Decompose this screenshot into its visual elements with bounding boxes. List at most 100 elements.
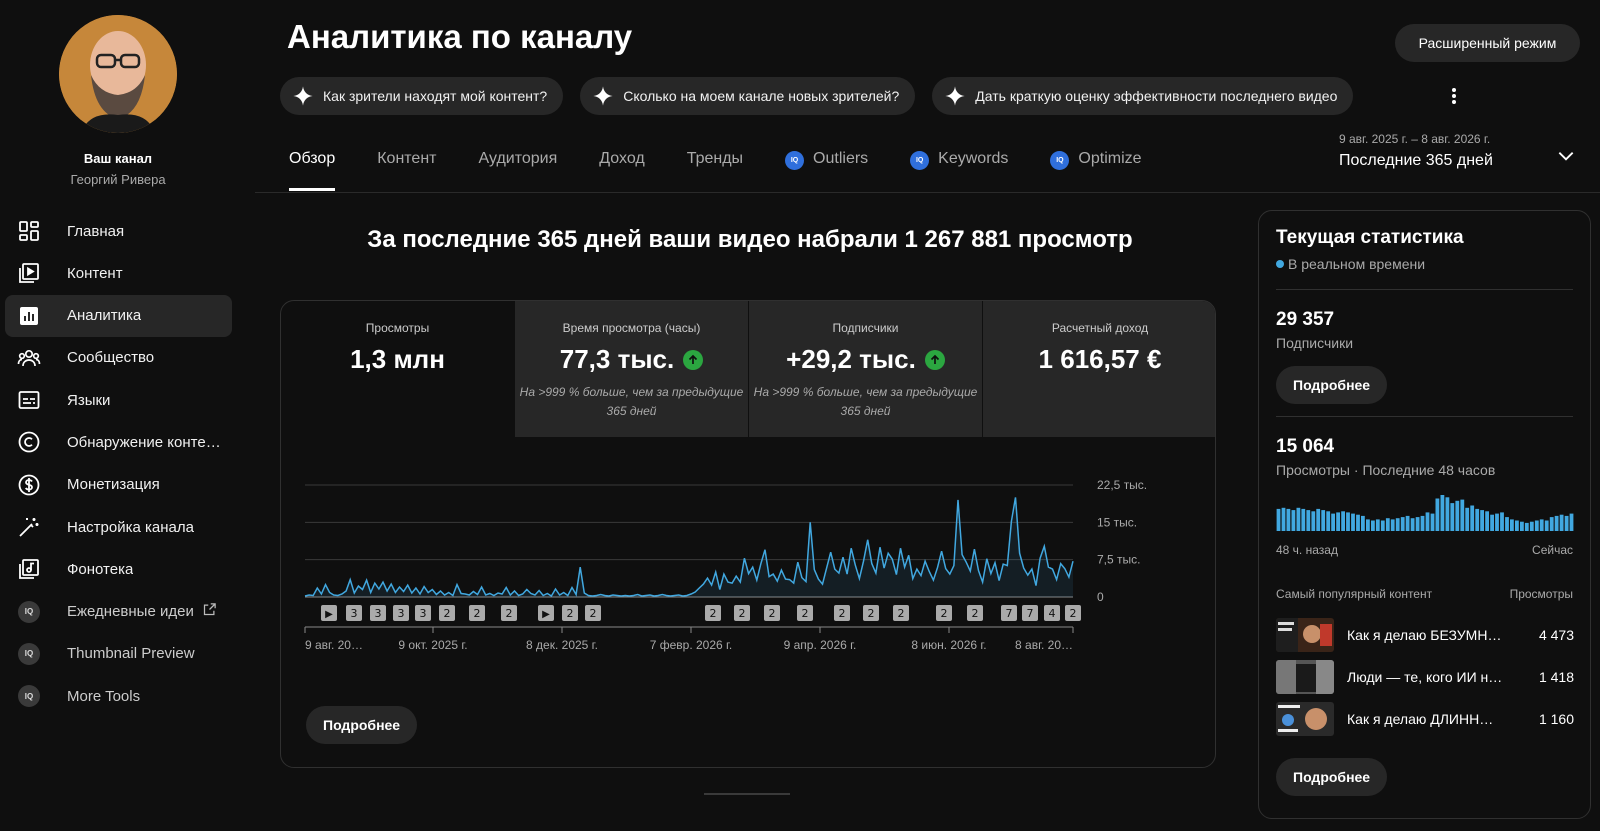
realtime-bar — [1539, 519, 1544, 531]
realtime-bar — [1520, 521, 1524, 531]
video-marker — [1044, 605, 1060, 621]
metric-watch-time[interactable]: Время просмотра (часы) 77,3 тыс. На >999… — [515, 301, 749, 437]
suggestion-chip[interactable]: Сколько на моем канале новых зрителей? — [580, 77, 916, 115]
realtime-bar — [1346, 512, 1350, 531]
channel-avatar[interactable] — [59, 15, 177, 133]
video-marker-label: 2 — [567, 607, 574, 620]
metric-value: 1,3 млн — [350, 344, 445, 374]
advanced-mode-button[interactable]: Расширенный режим — [1395, 24, 1580, 62]
realtime-bar — [1321, 510, 1326, 531]
chevron-down-icon[interactable] — [1556, 146, 1576, 166]
sidebar-item-community[interactable]: Сообщество — [5, 337, 232, 379]
more-options-icon[interactable] — [1446, 84, 1462, 108]
tab-audience[interactable]: Аудитория — [478, 150, 557, 190]
realtime-bar — [1311, 511, 1316, 531]
views-48h-label: Просмотры · Последние 48 часов — [1276, 462, 1496, 478]
subscriber-label: Подписчики — [1276, 335, 1354, 351]
video-marker-label: 2 — [590, 607, 597, 620]
tab-trends[interactable]: Тренды — [687, 150, 743, 190]
realtime-bar — [1445, 497, 1450, 531]
sidebar-item-more-tools[interactable]: IQ More Tools — [5, 675, 232, 717]
sidebar-item-content[interactable]: Контент — [5, 252, 232, 294]
date-range-dates: 9 авг. 2025 г. – 8 авг. 2026 г. — [1339, 132, 1491, 146]
content-icon — [16, 260, 42, 286]
metric-views[interactable]: Просмотры 1,3 млн — [281, 301, 515, 437]
realtime-bar — [1286, 508, 1291, 531]
metric-tabs: Просмотры 1,3 млн Время просмотра (часы)… — [281, 301, 1215, 437]
sidebar-item-daily-ideas[interactable]: IQ Ежедневные идеи — [5, 591, 232, 633]
video-marker-label: 2 — [474, 607, 481, 620]
video-marker — [370, 605, 386, 621]
sidebar-item-audio-library[interactable]: Фонотека — [5, 548, 232, 590]
video-marker — [893, 605, 909, 621]
video-marker — [1001, 605, 1017, 621]
video-marker — [469, 605, 485, 621]
sidebar-item-customization[interactable]: Настройка канала — [5, 506, 232, 548]
sidebar-item-content-detection[interactable]: Обнаружение контен… — [5, 421, 232, 463]
top-content-more-button[interactable]: Подробнее — [1276, 758, 1388, 796]
sidebar-item-analytics[interactable]: Аналитика — [5, 294, 232, 337]
realtime-bar — [1435, 498, 1440, 531]
date-range-selector[interactable]: 9 авг. 2025 г. – 8 авг. 2026 г. Последни… — [1339, 132, 1493, 170]
top-content-row[interactable]: Как я делаю БЕЗУМН… 4 473 — [1276, 617, 1574, 653]
channel-label: Ваш канал — [83, 151, 153, 166]
metric-label: Расчетный доход — [1051, 321, 1149, 335]
metric-label: Просмотры — [365, 321, 430, 335]
video-marker-label: 2 — [868, 607, 875, 620]
suggestion-chip[interactable]: Как зрители находят мой контент? — [280, 77, 564, 115]
realtime-bar — [1395, 518, 1400, 531]
metric-revenue[interactable]: Расчетный доход 1 616,57 € — [983, 301, 1215, 437]
video-marker-label: 2 — [941, 607, 948, 620]
realtime-bar — [1375, 519, 1380, 531]
x-tick-label: 9 авг. 20… — [305, 638, 363, 652]
tab-revenue[interactable]: Доход — [599, 150, 644, 190]
divider — [1276, 289, 1573, 290]
sidebar-item-monetization[interactable]: Монетизация — [5, 464, 232, 506]
sidebar-item-label: More Tools — [67, 687, 141, 705]
video-marker — [415, 605, 431, 621]
top-video-views: 1 160 — [1538, 711, 1574, 727]
tab-optimize[interactable]: IQ Optimize — [1050, 150, 1142, 190]
sidebar-item-languages[interactable]: Языки — [5, 379, 232, 421]
video-thumbnail — [1276, 618, 1334, 652]
realtime-bar — [1510, 519, 1514, 531]
realtime-bar — [1554, 515, 1559, 531]
views-chart: 22,5 тыс. 15 тыс. 7,5 тыс. 0 ▶ 3 3 3 3 2 2 2 ▶ 2 2 2 2 2 2… — [304, 478, 1147, 652]
realtime-bar — [1534, 520, 1539, 531]
realtime-bar — [1465, 507, 1470, 531]
video-marker-label: 2 — [739, 607, 746, 620]
metric-value: 77,3 тыс. — [559, 344, 675, 374]
top-content-row[interactable]: Люди — те, кого ИИ н… 1 418 — [1276, 659, 1574, 695]
tab-outliers[interactable]: IQ Outliers — [785, 150, 868, 190]
video-marker — [393, 605, 409, 621]
sidebar-item-label: Сообщество — [67, 349, 155, 367]
tab-overview[interactable]: Обзор — [289, 150, 336, 191]
video-marker-label: 7 — [1006, 607, 1013, 620]
suggestion-chips: Как зрители находят мой контент? Сколько… — [280, 77, 1354, 115]
series-area — [305, 497, 1073, 597]
video-marker — [562, 605, 578, 621]
video-marker — [797, 605, 813, 621]
realtime-bar — [1276, 508, 1281, 531]
realtime-more-button[interactable]: Подробнее — [1276, 366, 1388, 404]
suggestion-chip[interactable]: Дать краткую оценку эффективности послед… — [932, 77, 1354, 115]
video-marker — [863, 605, 879, 621]
sidebar-item-thumbnail-preview[interactable]: IQ Thumbnail Preview — [5, 633, 232, 675]
tab-content[interactable]: Контент — [377, 150, 436, 190]
sidebar-item-label: Thumbnail Preview — [67, 645, 195, 663]
overview-more-button[interactable]: Подробнее — [306, 706, 418, 744]
realtime-bar — [1500, 512, 1504, 531]
realtime-bar — [1410, 518, 1415, 531]
top-content-row[interactable]: Как я делаю ДЛИНН… 1 160 — [1276, 701, 1574, 737]
bars-end-label: Сейчас — [1532, 543, 1573, 557]
realtime-bar — [1529, 521, 1534, 531]
sidebar-item-dashboard[interactable]: Главная — [5, 210, 232, 252]
video-marker — [501, 605, 517, 621]
x-tick-label: 7 февр. 2026 г. — [650, 638, 733, 652]
iq-icon: IQ — [910, 151, 930, 170]
video-marker — [538, 605, 554, 621]
sidebar-item-label: Ежедневные идеи — [67, 603, 194, 621]
audio-library-icon — [16, 556, 42, 582]
tab-keywords[interactable]: IQ Keywords — [910, 150, 1008, 190]
metric-subscribers[interactable]: Подписчики +29,2 тыс. На >999 % больше, … — [749, 301, 983, 437]
